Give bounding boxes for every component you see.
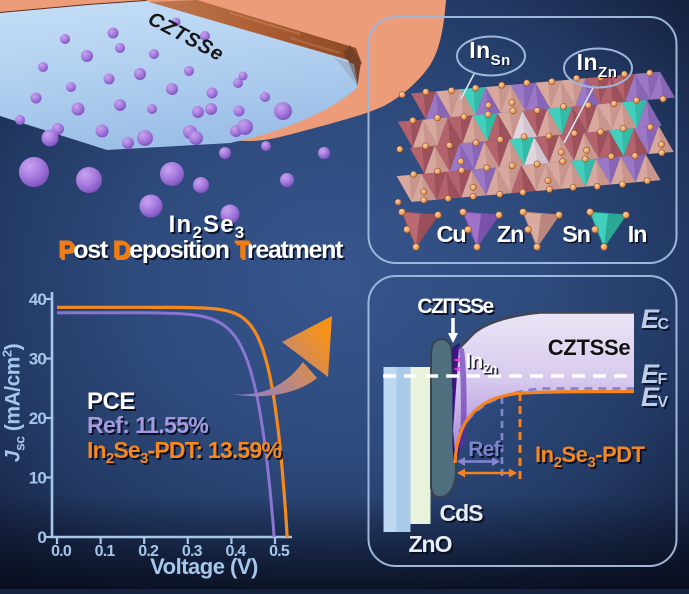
svg-text:Ref: 11.55%: Ref: 11.55% — [87, 412, 208, 438]
svg-text:In2Se3-PDT: 13.59%: In2Se3-PDT: 13.59% — [87, 437, 281, 467]
svg-text:Post Deposition Treatment: Post Deposition Treatment — [60, 238, 346, 266]
svg-text:CZITSSe: CZITSSe — [417, 295, 493, 318]
svg-text:0.4: 0.4 — [225, 543, 246, 560]
svg-text:CZTSSe: CZTSSe — [548, 335, 631, 360]
svg-text:20: 20 — [29, 409, 47, 428]
svg-text:CZITSSe: CZITSSe — [419, 297, 495, 320]
svg-text:Cu: Cu — [438, 223, 467, 249]
svg-text:In: In — [628, 221, 646, 247]
svg-text:CdS: CdS — [441, 502, 485, 528]
svg-text:InZn: InZn — [467, 352, 499, 378]
svg-text:Jsc (mA/cm2): Jsc (mA/cm2) — [0, 344, 28, 462]
svg-text:Ref: Ref — [468, 438, 501, 461]
svg-text:0.1: 0.1 — [95, 543, 116, 560]
svg-text:Cu: Cu — [437, 221, 466, 247]
svg-text:Ref: 11.55%: Ref: 11.55% — [89, 414, 210, 440]
svg-text:0.3: 0.3 — [182, 543, 203, 560]
svg-text:In2Se3: In2Se3 — [169, 211, 246, 242]
svg-text:0.5: 0.5 — [269, 543, 290, 560]
svg-text:0.2: 0.2 — [138, 543, 159, 560]
svg-text:Zn: Zn — [498, 223, 524, 249]
svg-text:Sn: Sn — [562, 221, 590, 247]
svg-text:30: 30 — [29, 350, 47, 369]
svg-text:Zn: Zn — [497, 221, 523, 247]
svg-text:0.0: 0.0 — [51, 543, 72, 560]
svg-text:In2Se3: In2Se3 — [170, 213, 247, 244]
svg-text:In: In — [629, 223, 647, 249]
svg-text:0: 0 — [37, 528, 46, 547]
svg-text:ZnO: ZnO — [409, 531, 452, 557]
svg-text:In2Se3-PDT: In2Se3-PDT — [537, 444, 648, 473]
svg-text:40: 40 — [29, 290, 47, 309]
svg-text:PCE: PCE — [87, 388, 135, 415]
svg-text:CZTSSe: CZTSSe — [547, 334, 630, 359]
svg-text:Sn: Sn — [564, 223, 592, 249]
svg-text:Ref: Ref — [470, 440, 503, 463]
svg-text:Voltage (V): Voltage (V) — [150, 554, 258, 579]
svg-text:10: 10 — [29, 469, 47, 488]
svg-text:In2Se3-PDT: 13.59%: In2Se3-PDT: 13.59% — [89, 439, 283, 469]
svg-text:Post Deposition Treatment: Post Deposition Treatment — [58, 236, 344, 264]
svg-text:CdS: CdS — [440, 500, 484, 526]
svg-text:PCE: PCE — [89, 390, 137, 417]
svg-text:ZnO: ZnO — [410, 533, 453, 559]
